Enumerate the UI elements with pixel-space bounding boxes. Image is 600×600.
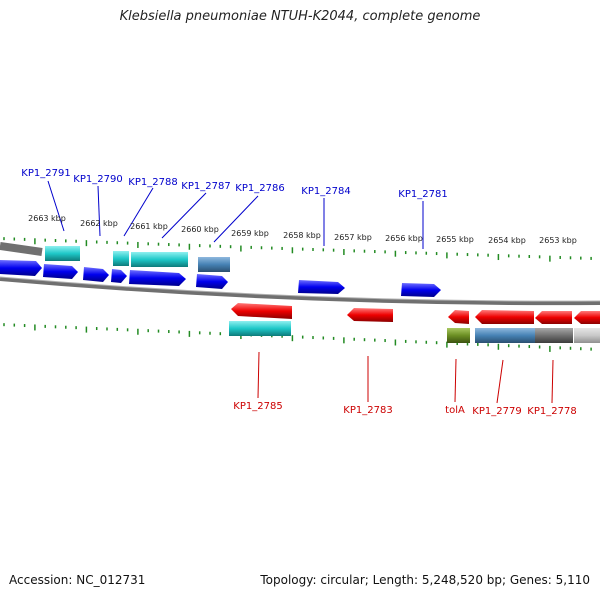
bottom-gene-labels: KP1_2785 KP1_2783 tolA KP1_2779 KP1_2778 <box>233 401 576 417</box>
gene-label: KP1_2779 <box>472 406 521 417</box>
topology-text: Topology: circular; Length: 5,248,520 bp… <box>260 573 590 587</box>
gene-label: KP1_2781 <box>398 189 447 200</box>
scale-label: 2653 kbp <box>539 236 577 245</box>
forward-gene <box>0 260 42 276</box>
genome-backbone <box>0 277 600 306</box>
misc-feature <box>535 328 573 343</box>
label-leader <box>161 192 207 239</box>
gene-label: KP1_2786 <box>235 183 284 194</box>
label-leader <box>551 359 554 404</box>
scale-label: 2655 kbp <box>436 235 474 244</box>
forward-gene <box>401 283 441 297</box>
reverse-gene <box>448 310 469 324</box>
forward-gene <box>129 270 186 286</box>
label-leader <box>123 187 154 237</box>
scale-labels: 2663 kbp 2662 kbp 2661 kbp 2660 kbp 2659 kbp… <box>28 214 577 245</box>
label-leaders <box>47 180 554 404</box>
scale-label: 2658 kbp <box>283 231 321 240</box>
scale-label: 2663 kbp <box>28 214 66 223</box>
forward-gene <box>111 269 127 283</box>
misc-feature <box>475 328 535 343</box>
gene-label: KP1_2787 <box>181 181 230 192</box>
scale-label: 2661 kbp <box>130 222 168 231</box>
reverse-gene <box>475 310 534 324</box>
scale-label: 2656 kbp <box>385 234 423 243</box>
rna-feature <box>229 321 291 336</box>
scale-label: 2662 kbp <box>80 219 118 228</box>
misc-feature <box>574 328 600 343</box>
forward-gene <box>298 280 345 294</box>
scale-label: 2660 kbp <box>181 225 219 234</box>
label-leader <box>257 351 260 399</box>
forward-gene <box>43 264 78 279</box>
gene-label: KP1_2785 <box>233 401 282 412</box>
gene-label: KP1_2788 <box>128 177 177 188</box>
label-leader <box>496 359 504 404</box>
forward-features <box>0 246 441 297</box>
label-leader <box>47 180 65 232</box>
reverse-gene <box>574 311 600 324</box>
reverse-features <box>229 303 600 343</box>
scale-label: 2654 kbp <box>488 236 526 245</box>
rna-feature <box>45 246 80 261</box>
top-ticks <box>3 237 592 262</box>
gene-label: KP1_2791 <box>21 168 70 179</box>
gene-label: KP1_2778 <box>527 406 576 417</box>
gene-label: KP1_2784 <box>301 186 350 197</box>
label-leader <box>97 185 101 237</box>
scale-label: 2657 kbp <box>334 233 372 242</box>
reverse-gene <box>535 311 572 324</box>
gene-label: tolA <box>445 405 465 416</box>
forward-gene <box>83 267 109 282</box>
rna-feature <box>113 251 129 266</box>
forward-gene <box>196 274 228 289</box>
misc-feature <box>447 328 470 343</box>
rna-feature <box>131 252 188 267</box>
reverse-gene <box>231 303 292 319</box>
accession-text: Accession: NC_012731 <box>9 573 146 587</box>
misc-feature <box>198 257 230 272</box>
genome-backbone-highlight <box>0 276 600 302</box>
outer-ring-band <box>0 242 43 256</box>
gene-label: KP1_2783 <box>343 405 392 416</box>
reverse-gene <box>347 308 393 322</box>
genome-title: Klebsiella pneumoniae NTUH-K2044, comple… <box>119 9 481 24</box>
scale-label: 2659 kbp <box>231 229 269 238</box>
label-leader <box>213 195 259 243</box>
label-leader <box>454 358 457 403</box>
gene-label: KP1_2790 <box>73 174 122 185</box>
